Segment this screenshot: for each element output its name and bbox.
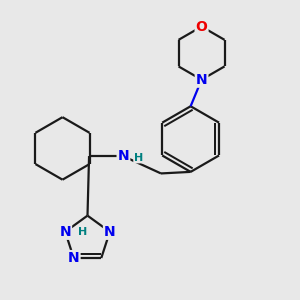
Text: N: N xyxy=(196,73,207,87)
Text: H: H xyxy=(134,153,143,163)
Text: O: O xyxy=(196,20,208,34)
Text: N: N xyxy=(104,225,116,239)
Text: N: N xyxy=(59,225,71,239)
Text: N: N xyxy=(118,149,129,163)
Text: H: H xyxy=(78,227,87,237)
Text: N: N xyxy=(68,251,80,265)
